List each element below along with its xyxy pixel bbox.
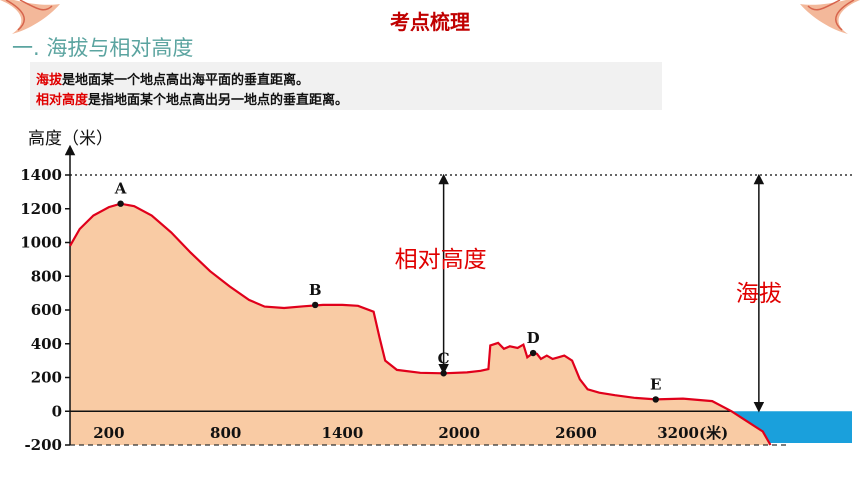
annotation-label-0: 相对高度: [395, 247, 487, 273]
term-altitude: 海拔: [36, 73, 63, 88]
point-b-label: B: [309, 281, 322, 299]
term-relative-height: 相对高度: [36, 93, 89, 108]
left-flower-decoration: [0, 0, 60, 34]
definition-altitude-text: 是地面某一个地点高出海平面的垂直距离。: [62, 73, 310, 88]
profile-line: [69, 202, 772, 446]
section-heading: 一. 海拔与相对高度: [12, 36, 194, 60]
y-axis-label: 高度（米）: [28, 129, 113, 149]
y-tick-label: 800: [31, 267, 62, 285]
y-tick-label: 0: [52, 402, 62, 420]
point-e-marker: [652, 396, 659, 403]
y-tick-label: 1200: [20, 200, 62, 218]
x-tick-label: 3200(米): [657, 424, 728, 442]
definition-box: 海拔是地面某一个地点高出海平面的垂直距离。 相对高度是指地面某个地点高出另一地点…: [30, 62, 662, 110]
y-tick-label: 600: [31, 301, 62, 319]
point-b-marker: [311, 301, 319, 309]
y-tick-label: 400: [31, 335, 62, 353]
definition-relative-height-text: 是指地面某个地点高出另一地点的垂直距离。: [88, 93, 349, 108]
y-tick-label: -200: [24, 436, 62, 454]
x-tick-label: 1400: [322, 424, 364, 442]
right-flower-decoration: [800, 0, 860, 34]
y-tick-label: 1400: [20, 166, 62, 184]
slide-title: 考点梳理: [390, 10, 470, 34]
point-d-label: D: [527, 329, 540, 347]
land-area: [70, 203, 771, 445]
x-tick-label: 2600: [555, 424, 597, 442]
x-tick-label: 2000: [438, 424, 480, 442]
definition-altitude: 海拔是地面某一个地点高出海平面的垂直距离。: [36, 69, 309, 88]
annotation-label-1: 海拔: [736, 281, 782, 307]
point-a-marker: [117, 200, 124, 207]
definition-relative-height: 相对高度是指地面某个地点高出另一地点的垂直距离。: [36, 89, 348, 108]
point-e-label: E: [650, 375, 661, 393]
point-a-label: A: [114, 180, 127, 198]
x-tick-label: 800: [210, 424, 241, 442]
y-tick-label: 200: [31, 369, 62, 387]
point-d-marker: [529, 349, 537, 357]
y-tick-label: 1000: [20, 234, 62, 252]
point-c-marker: [440, 370, 447, 377]
x-tick-label: 200: [93, 424, 124, 442]
